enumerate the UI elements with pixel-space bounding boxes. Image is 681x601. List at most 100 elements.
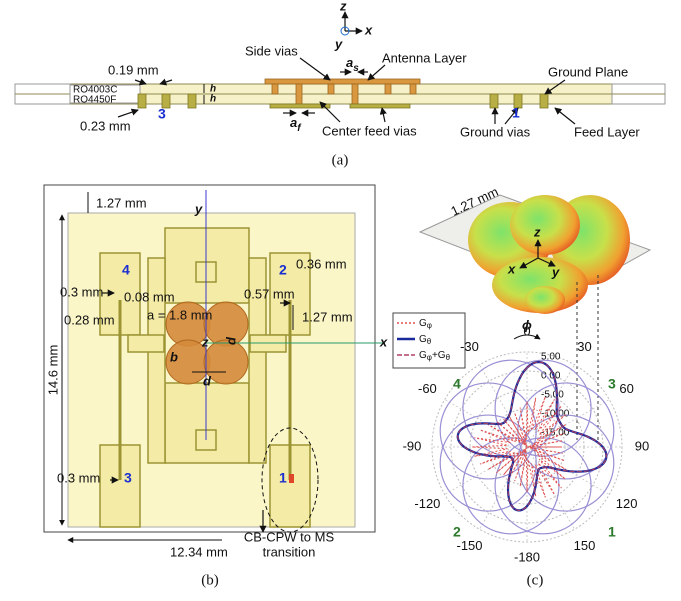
label: (c) — [527, 572, 544, 588]
label: 3 — [158, 106, 166, 122]
shape: af — [290, 115, 302, 133]
panel-a: z x y RO4003C RO4450F h h 0.19 mm Side v… — [15, 0, 665, 168]
label: 3 — [124, 470, 132, 486]
shape — [540, 94, 548, 108]
label: f — [297, 123, 302, 134]
label: 0.19 mm — [108, 62, 159, 77]
shape — [410, 84, 416, 94]
shape — [525, 286, 565, 314]
label: y — [194, 201, 203, 216]
label: x — [364, 22, 373, 37]
shape — [272, 84, 278, 94]
angle-label: 0 — [523, 323, 530, 338]
pattern-lobe — [440, 383, 536, 479]
shape — [188, 94, 196, 108]
legend-term: +G — [432, 350, 446, 361]
angle-label: -30 — [460, 339, 479, 354]
pointer — [135, 80, 146, 84]
label: 0.08 mm — [124, 289, 175, 304]
shape — [385, 84, 391, 94]
label: CB-CPW to MS — [244, 529, 335, 544]
angle-label: 30 — [577, 339, 591, 354]
radial-label: 0.00 — [541, 371, 561, 382]
label: Ground Plane — [548, 64, 628, 79]
shape — [352, 84, 358, 104]
legend-subscript: θ — [446, 353, 451, 362]
shape — [270, 104, 330, 108]
label: 0.23 mm — [80, 118, 131, 133]
shape — [328, 84, 334, 94]
label: 0.57 mm — [244, 286, 295, 301]
label: h — [210, 94, 216, 105]
label: a — [346, 55, 353, 70]
label: z — [533, 224, 541, 239]
label: Ground vias — [460, 124, 531, 139]
panel-b: y x z 1.27 mm 4 2 3 1 0.36 mm 0.3 mm 0.0… — [44, 185, 388, 588]
angle-label: 150 — [574, 538, 596, 553]
pointer — [300, 58, 330, 80]
label: x — [507, 261, 516, 276]
angle-label: 120 — [616, 496, 638, 511]
label: b — [170, 349, 178, 364]
label: transition — [263, 544, 316, 559]
shape — [296, 84, 302, 104]
label: 0.3 mm — [60, 284, 103, 299]
pointer — [382, 108, 385, 122]
angle-label: -90 — [403, 438, 422, 453]
label: z — [201, 334, 209, 349]
angle-label: -150 — [456, 538, 482, 553]
shape — [128, 335, 164, 352]
label: 12.34 mm — [170, 544, 228, 559]
label: 2 — [279, 262, 287, 278]
legend-subscript: θ — [427, 337, 432, 346]
label: 4 — [453, 376, 461, 392]
label: 0.3 mm — [57, 470, 100, 485]
label: Feed Layer — [574, 124, 640, 139]
pointer — [555, 108, 575, 124]
pointer — [368, 65, 385, 80]
label: z — [339, 0, 347, 13]
label: Antenna Layer — [382, 50, 467, 65]
label: y — [334, 36, 343, 51]
shape — [138, 94, 146, 108]
label: a — [290, 115, 297, 130]
label: 0.36 mm — [296, 256, 347, 271]
label: x — [379, 334, 388, 349]
shape: as — [346, 55, 359, 73]
label: 3 — [608, 376, 616, 392]
shape — [165, 383, 249, 463]
pointer — [118, 110, 138, 117]
legend-subscript: φ — [427, 321, 432, 330]
label: 1.27 mm — [96, 195, 147, 210]
label: 1 — [608, 524, 616, 540]
angle-label: -180 — [514, 549, 540, 564]
pointer — [160, 80, 172, 84]
label: Center feed vias — [322, 123, 417, 138]
angle-label: 60 — [619, 381, 633, 396]
label: d — [203, 373, 212, 388]
label: 1 — [279, 470, 287, 486]
label: 2 — [453, 524, 461, 540]
label: 1.27 mm — [302, 309, 353, 324]
label: 4 — [122, 262, 130, 278]
angle-label: -60 — [418, 381, 437, 396]
figure: z x y RO4003C RO4450F h h 0.19 mm Side v… — [0, 0, 681, 601]
label: Side vias — [245, 43, 298, 58]
label: 14.6 mm — [45, 345, 60, 396]
shape — [510, 195, 580, 255]
label: (b) — [201, 572, 219, 588]
angle-label: -120 — [414, 496, 440, 511]
label: 1 — [512, 105, 520, 121]
feed-point — [289, 474, 294, 483]
label: d — [223, 336, 238, 345]
label: (a) — [332, 152, 349, 168]
shape — [350, 104, 410, 108]
shape — [265, 79, 420, 84]
shape — [490, 94, 498, 108]
label: 0.28 mm — [64, 312, 115, 327]
radiation-pattern — [468, 195, 630, 314]
label: RO4450F — [73, 95, 116, 106]
label: y — [551, 264, 560, 279]
label: a = 1.8 mm — [147, 307, 212, 322]
